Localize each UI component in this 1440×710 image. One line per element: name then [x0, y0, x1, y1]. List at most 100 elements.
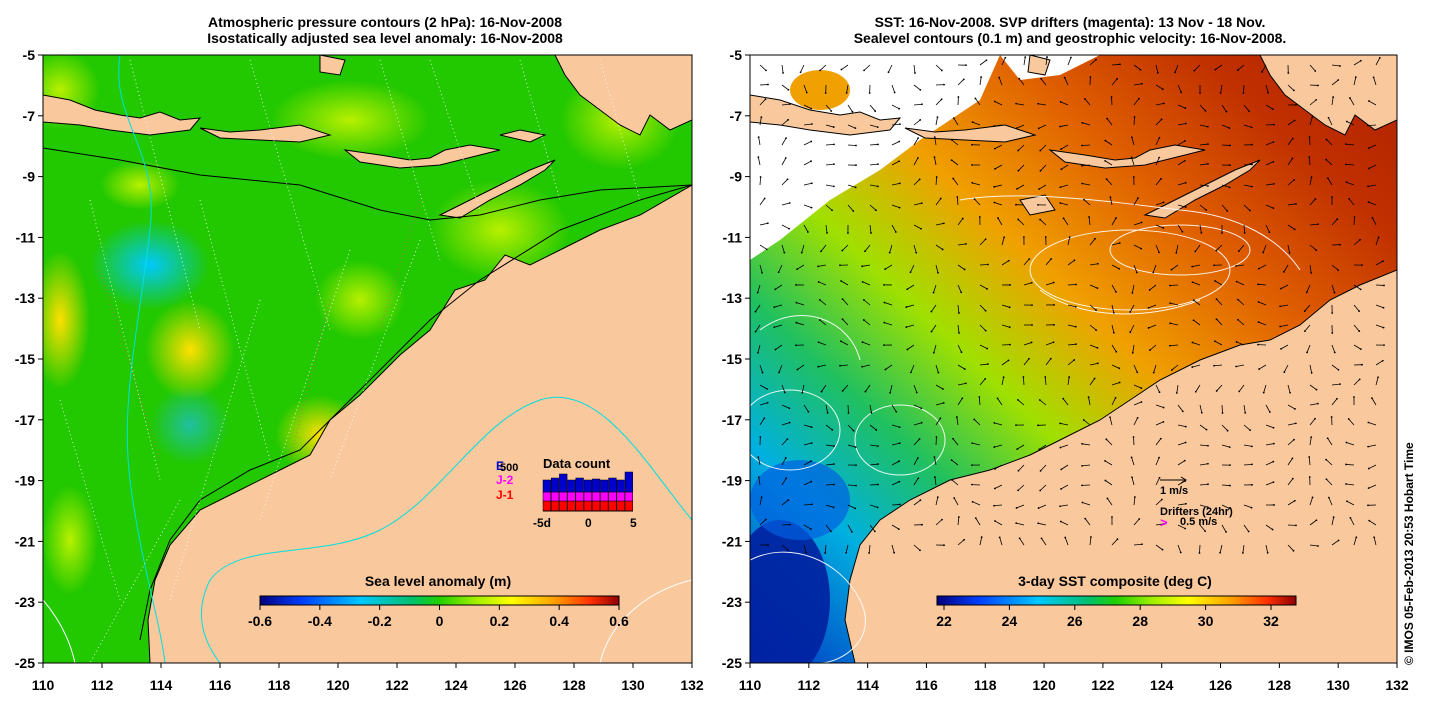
velocity-arrow: [956, 417, 959, 426]
count-bar: [559, 500, 568, 512]
velocity-arrow: [1368, 444, 1377, 448]
velocity-arrow: [1131, 157, 1135, 166]
velocity-arrow: [803, 141, 812, 146]
velocity-arrow: [1309, 418, 1316, 426]
velocity-arrow: [1001, 237, 1005, 246]
velocity-arrow: [1155, 119, 1162, 126]
velocity-arrow: [759, 222, 768, 226]
velocity-arrow: [1236, 264, 1245, 267]
velocity-arrow: [1133, 497, 1136, 506]
velocity-arrow: [1194, 64, 1201, 71]
left-map-title: Atmospheric pressure contours (2 hPa): 1…: [100, 14, 670, 46]
velocity-arrow: [931, 304, 937, 312]
velocity-arrow: [1067, 284, 1077, 286]
velocity-arrow: [957, 382, 966, 386]
left-xtick-label: 126: [503, 677, 527, 693]
velocity-arrow: [1061, 464, 1069, 470]
velocity-arrow: [1083, 419, 1091, 426]
velocity-arrow: [1280, 344, 1289, 350]
velocity-arrow: [907, 344, 915, 350]
velocity-vectors: [754, 56, 1385, 554]
velocity-arrow: [825, 104, 832, 112]
velocity-arrow: [935, 264, 939, 273]
velocity-arrow: [913, 137, 919, 146]
velocity-arrow: [1331, 383, 1340, 386]
velocity-arrow: [1155, 178, 1162, 186]
velocity-arrow: [994, 422, 1003, 426]
velocity-arrow: [781, 477, 787, 486]
velocity-arrow: [1060, 422, 1069, 426]
sst-colorbar-title: 3-day SST composite (deg C): [1018, 573, 1212, 589]
velocity-arrow: [1304, 324, 1311, 332]
velocity-arrow: [1155, 137, 1160, 146]
count-bar: [575, 491, 584, 502]
velocity-arrow: [1088, 217, 1091, 226]
velocity-arrow: [1194, 244, 1201, 252]
velocity-arrow: [1331, 218, 1338, 226]
velocity-arrow: [1111, 284, 1117, 293]
velocity-arrow: [1039, 219, 1047, 226]
velocity-arrow: [1287, 384, 1291, 393]
velocity-arrow: [891, 524, 900, 530]
velocity-arrow: [1199, 163, 1208, 166]
velocity-arrow: [1155, 499, 1163, 506]
legend-overlap-count: 500: [500, 462, 518, 474]
velocity-arrow: [994, 444, 1003, 448]
velocity-arrow: [1199, 524, 1206, 532]
velocity-arrow: [1265, 461, 1274, 466]
velocity-arrow: [1107, 498, 1113, 506]
velocity-arrow: [1348, 198, 1355, 206]
velocity-arrow: [1155, 224, 1164, 229]
velocity-arrow: [934, 477, 937, 486]
velocity-arrow: [1023, 342, 1032, 346]
velocity-arrow: [869, 104, 876, 112]
velocity-arrow: [933, 284, 937, 293]
velocity-arrow: [957, 344, 962, 353]
velocity-arrow: [1089, 284, 1098, 289]
velocity-arrow: [1111, 78, 1118, 86]
velocity-arrow: [1192, 281, 1201, 286]
velocity-arrow: [1258, 321, 1267, 326]
velocity-arrow: [1060, 124, 1069, 127]
velocity-arrow: [803, 481, 812, 486]
velocity-arrow: [910, 264, 915, 273]
left-ytick-label: -7: [23, 108, 36, 124]
velocity-arrow: [1257, 283, 1267, 286]
velocity-arrow: [1368, 100, 1377, 106]
velocity-arrow: [972, 121, 981, 126]
velocity-arrow: [1216, 318, 1223, 326]
velocity-arrow: [1060, 521, 1069, 526]
velocity-arrow: [1372, 217, 1377, 226]
velocity-arrow: [884, 302, 893, 306]
sla-colorbar-tick: 0.2: [490, 613, 510, 629]
right-ytick-label: -9: [730, 169, 743, 185]
velocity-arrow: [994, 101, 1003, 106]
velocity-arrow: [1304, 304, 1311, 312]
velocity-arrow: [1265, 544, 1269, 553]
left-ytick-label: -21: [15, 533, 35, 549]
velocity-arrow: [951, 459, 959, 466]
velocity-arrow: [1177, 84, 1182, 93]
velocity-arrow: [931, 324, 937, 332]
velocity-arrow: [1345, 464, 1355, 466]
velocity-arrow: [1325, 459, 1333, 466]
velocity-arrow: [1001, 377, 1005, 386]
velocity-arrow: [1243, 104, 1250, 112]
velocity-arrow: [1375, 360, 1383, 366]
velocity-arrow: [1016, 124, 1025, 129]
velocity-arrow: [1089, 263, 1098, 266]
velocity-arrow: [819, 299, 827, 306]
velocity-arrow: [803, 404, 809, 412]
sst-colorbar-tick: 30: [1198, 613, 1214, 629]
velocity-arrow: [934, 157, 937, 166]
velocity-arrow: [978, 396, 981, 406]
velocity-arrow: [1236, 341, 1245, 346]
velocity-arrow: [1353, 77, 1357, 86]
velocity-arrow: [1155, 523, 1164, 526]
velocity-arrow: [1261, 64, 1267, 73]
count-bar: [567, 500, 576, 512]
right-xtick-label: 116: [915, 677, 938, 693]
velocity-arrow: [913, 499, 921, 506]
velocity-arrow: [781, 224, 790, 230]
velocity-arrow: [825, 444, 834, 447]
